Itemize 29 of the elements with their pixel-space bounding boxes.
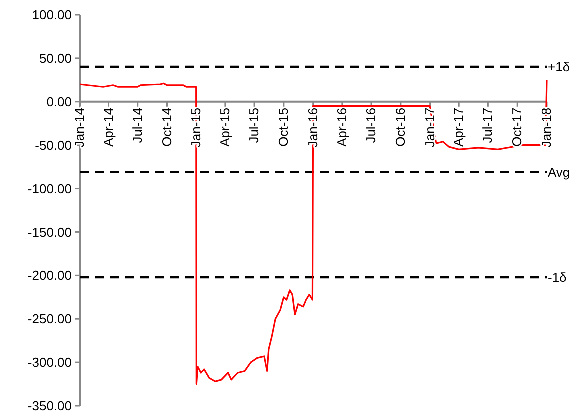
y-tick-label: -200.00 [28,268,72,284]
x-tick-label: Apr-14 [100,108,116,147]
x-tick-label: Jul-14 [130,108,145,144]
x-tick-label: Oct-16 [392,108,408,147]
x-tick-label: Jul-17 [480,108,496,144]
x-tick-label: Apr-17 [451,108,466,147]
y-tick-label: -50.00 [35,138,72,153]
x-tick-label: Oct-17 [510,108,525,147]
y-tick-label: -250.00 [28,312,72,327]
x-tick-label: Apr-15 [217,108,232,147]
y-tick-label: 0.00 [46,94,72,110]
x-tick-label: Jan-18 [539,108,554,148]
x-tick-label: Jan-17 [422,108,438,148]
y-tick-label: 100.00 [32,8,72,23]
x-tick-label: Jan-14 [72,108,87,148]
x-tick-label: Oct-14 [159,108,174,147]
ref-line-label: Avg [548,164,569,180]
y-tick-label: -100.00 [28,181,72,196]
x-tick-label: Jul-16 [364,108,379,144]
x-tick-label: Apr-16 [334,108,350,147]
x-tick-label: Jan-15 [188,108,204,148]
y-tick-label: -350.00 [28,398,72,413]
x-tick-label: Oct-15 [276,108,291,147]
y-tick-label: -150.00 [28,224,72,240]
y-tick-label: -300.00 [28,355,72,370]
y-tick-label: 50.00 [39,50,72,66]
x-tick-label: Jan-16 [305,108,320,148]
ref-line-label: -1δ [548,270,567,285]
x-tick-label: Jul-15 [246,108,262,144]
